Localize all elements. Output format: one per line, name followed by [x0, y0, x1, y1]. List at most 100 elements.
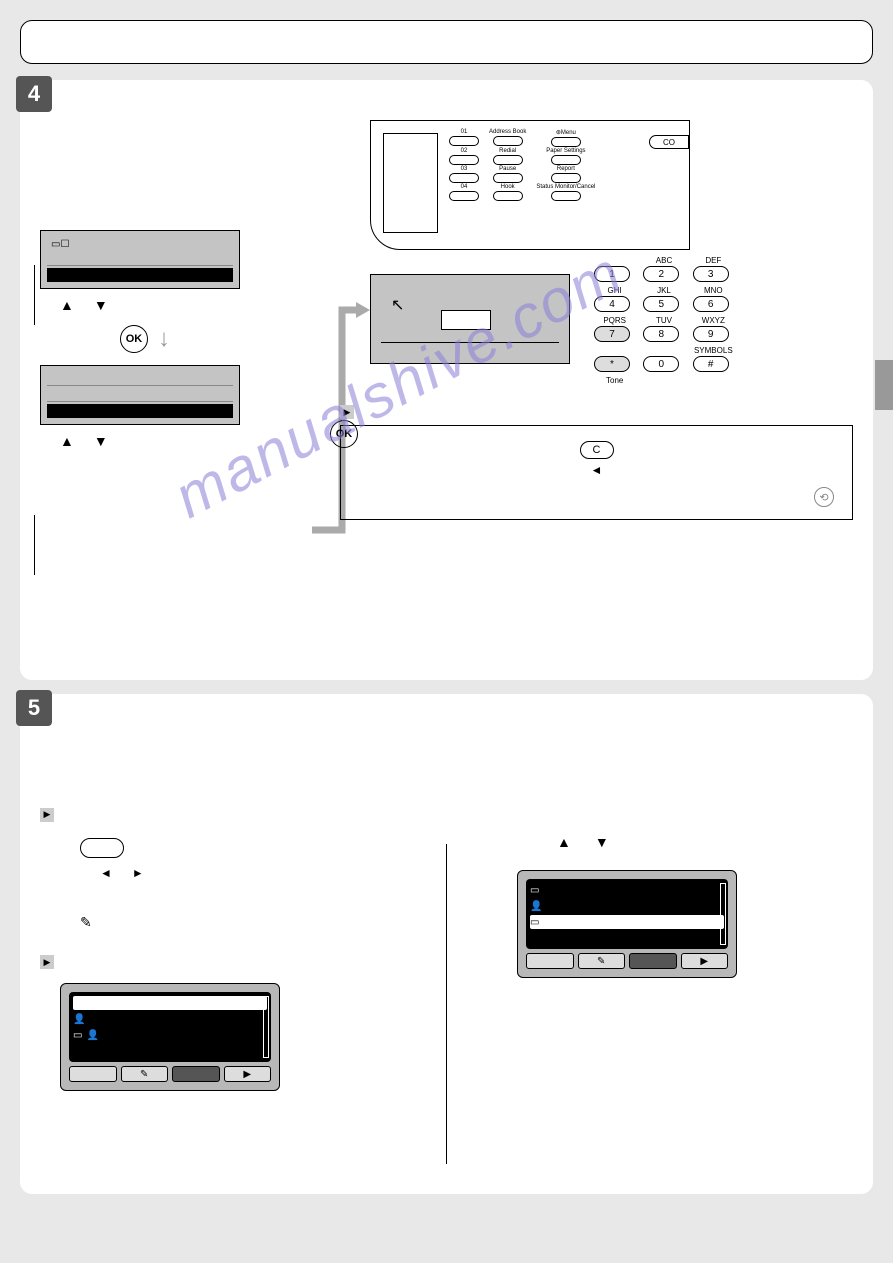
panel-button[interactable] — [449, 155, 479, 165]
keypad-label: GHI — [594, 286, 635, 296]
person-icon: 👤 — [530, 901, 542, 912]
panel-button[interactable] — [493, 191, 523, 201]
panel-button[interactable] — [493, 136, 523, 146]
note-marker-icon: ▶ — [40, 955, 54, 969]
display-softkey-next[interactable]: ▶ — [224, 1066, 272, 1082]
keypad-button-*[interactable]: * — [594, 356, 630, 372]
panel-button[interactable] — [449, 173, 479, 183]
keypad-label: PQRS — [594, 316, 635, 326]
left-arrow-icon: ◄ — [100, 866, 112, 880]
keypad-label — [643, 346, 684, 356]
display-softkey-next[interactable]: ▶ — [681, 953, 729, 969]
keypad-button-7[interactable]: 7 — [594, 326, 630, 342]
panel-btn-label: 03 — [461, 166, 468, 172]
panel-btn-label: Report — [557, 166, 575, 172]
keypad-label: SYMBOLS — [693, 346, 734, 356]
panel-button[interactable] — [551, 173, 581, 183]
scrollbar[interactable] — [263, 996, 269, 1058]
section-5: 5 ▶ ◄ ► ✎ ▶ 👤 — [20, 694, 873, 1194]
panel-btn-label: Address Book — [489, 129, 526, 135]
keypad-button-2[interactable]: 2 — [643, 266, 679, 282]
keypad-label: ABC — [643, 256, 684, 266]
note-marker-icon: ▶ — [40, 808, 54, 822]
cursor-icon: ↖ — [391, 295, 404, 315]
display-softkey-edit[interactable]: ✎ — [121, 1066, 169, 1082]
panel-btn-label: Redial — [499, 148, 516, 154]
panel-button[interactable] — [551, 155, 581, 165]
doc-icon: ▭☐ — [51, 239, 69, 250]
keypad-button-1[interactable]: 1 — [594, 266, 630, 282]
step-4-badge: 4 — [16, 76, 52, 112]
flow-down-arrow-icon: ↓ — [158, 325, 170, 353]
down-arrow-icon: ▼ — [94, 297, 108, 313]
panel-btn-label: Status Monitor/Cancel — [536, 184, 595, 190]
display-softkey[interactable] — [69, 1066, 117, 1082]
panel-btn-label: 02 — [461, 148, 468, 154]
person-icon: 👤 — [86, 1030, 98, 1041]
keypad-label: MNO — [693, 286, 734, 296]
section-4: 4 ▭☐ ▲ ▼ OK ↓ — [20, 80, 873, 680]
control-panel: 01 Address Book ⊛Menu 02 Redial Paper Se… — [370, 120, 690, 250]
panel-button[interactable] — [449, 191, 479, 201]
keypad-button-5[interactable]: 5 — [643, 296, 679, 312]
panel-button[interactable] — [493, 173, 523, 183]
keypad-button-6[interactable]: 6 — [693, 296, 729, 312]
panel-btn-label: Pause — [499, 166, 516, 172]
ok-button-1[interactable]: OK — [120, 325, 148, 353]
panel-button[interactable] — [551, 137, 581, 147]
step-5-badge: 5 — [16, 690, 52, 726]
panel-screen — [383, 133, 438, 233]
oval-button[interactable] — [80, 838, 124, 858]
panel-button[interactable] — [493, 155, 523, 165]
panel-btn-label: ⊛Menu — [556, 129, 576, 136]
person-icon: 👤 — [73, 1014, 85, 1025]
panel-co-button[interactable]: CO — [649, 135, 689, 149]
clear-button[interactable]: C — [580, 441, 614, 459]
display-softkey-edit[interactable]: ✎ — [578, 953, 626, 969]
lcd-screen-2 — [40, 365, 240, 425]
keypad-label — [594, 256, 635, 266]
column-divider — [446, 844, 447, 1164]
panel-btn-label: 01 — [461, 129, 468, 135]
panel-button[interactable] — [449, 136, 479, 146]
keypad-label: WXYZ — [693, 316, 734, 326]
keypad-label: TUV — [643, 316, 684, 326]
keypad-button-#[interactable]: # — [693, 356, 729, 372]
display-softkey[interactable] — [629, 953, 677, 969]
down-arrow-icon: ▼ — [595, 834, 609, 850]
keypad-button-9[interactable]: 9 — [693, 326, 729, 342]
doc-icon: ▭ — [530, 885, 539, 896]
keypad-button-0[interactable]: 0 — [643, 356, 679, 372]
up-arrow-icon: ▲ — [60, 297, 74, 313]
left-arrow-icon: ◄ — [591, 463, 603, 477]
keypad-label: DEF — [693, 256, 734, 266]
up-arrow-icon: ▲ — [557, 834, 571, 850]
display-screen-right: ▭ 👤 ▭ ✎ ▶ — [517, 870, 737, 978]
panel-button[interactable] — [551, 191, 581, 201]
up-arrow-icon: ▲ — [60, 433, 74, 449]
input-field[interactable] — [441, 310, 491, 330]
note-box: C ◄ ⟲ — [340, 425, 853, 520]
note-marker-icon: ▶ — [340, 405, 354, 419]
down-arrow-icon: ▼ — [94, 433, 108, 449]
side-tab — [875, 360, 893, 410]
keypad-button-8[interactable]: 8 — [643, 326, 679, 342]
keypad-button-3[interactable]: 3 — [693, 266, 729, 282]
panel-btn-label: 04 — [461, 184, 468, 190]
scrollbar[interactable] — [720, 883, 726, 945]
edit-icon: ✎ — [80, 914, 92, 931]
reset-icon: ⟲ — [814, 487, 834, 507]
lcd-screen-1: ▭☐ — [40, 230, 240, 289]
tone-label: Tone — [606, 376, 734, 385]
numeric-keypad: 1 ABC2 DEF3 GHI4 JKL5 MNO6 PQRS7 TUV8 WXYZ9 * 0 SYM… — [594, 256, 734, 385]
header-box — [20, 20, 873, 64]
panel-btn-label: Hook — [501, 184, 515, 190]
keypad-button-4[interactable]: 4 — [594, 296, 630, 312]
display-softkey[interactable] — [172, 1066, 220, 1082]
panel-btn-label: Paper Settings — [546, 148, 585, 154]
input-panel: ↖ — [370, 274, 570, 364]
display-screen-left: 👤 ▭👤 ✎ ▶ — [60, 983, 280, 1091]
keypad-label: JKL — [643, 286, 684, 296]
display-softkey[interactable] — [526, 953, 574, 969]
right-arrow-icon: ► — [132, 866, 144, 880]
